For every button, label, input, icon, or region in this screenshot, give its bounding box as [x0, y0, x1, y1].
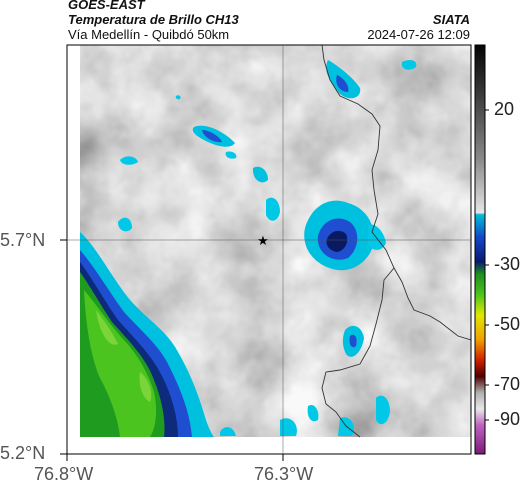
colorbar-label: -50: [494, 314, 521, 334]
colorbar-ticks: [485, 109, 489, 421]
colorbar-label: -70: [494, 374, 521, 394]
colorbar: [474, 44, 486, 455]
product-title: Temperatura de Brillo CH13: [68, 12, 239, 27]
satellite-title: GOES-EAST: [68, 0, 145, 12]
colorbar-label: -30: [494, 254, 521, 274]
lon-label: 76.3°W: [254, 464, 314, 484]
political-borders: [321, 45, 471, 438]
lon-label: 76.8°W: [34, 464, 94, 484]
brightness-temperature-field: [67, 45, 471, 454]
lat-label: 5.2°N: [0, 443, 46, 463]
deep-convection-band: [80, 232, 214, 437]
timestamp-label: 2024-07-26 12:09: [367, 27, 470, 42]
organization-label: SIATA: [432, 12, 470, 27]
colorbar-label: 20: [494, 99, 515, 119]
route-subtitle: Vía Medellín - Quibdó 50km: [68, 27, 230, 42]
location-marker: ★: [257, 234, 269, 249]
colorbar-label: -90: [494, 409, 521, 429]
lat-label: 5.7°N: [0, 230, 46, 250]
map-frame: [66, 44, 472, 455]
